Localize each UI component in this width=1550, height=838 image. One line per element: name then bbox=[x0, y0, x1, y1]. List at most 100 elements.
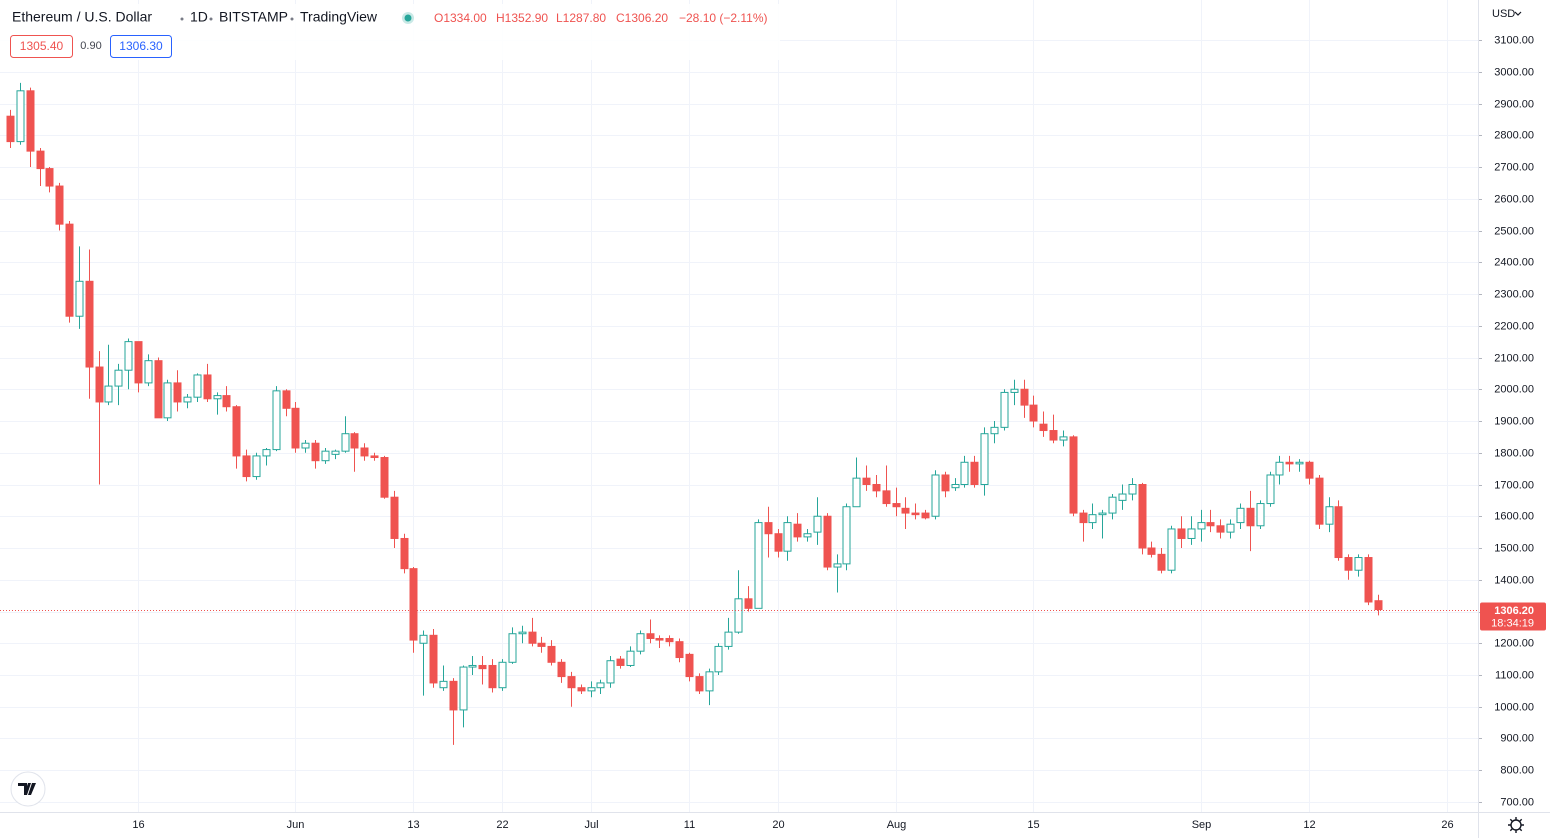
candle-body bbox=[901, 507, 910, 514]
candle-body bbox=[1098, 512, 1107, 516]
candle-body bbox=[1069, 436, 1078, 514]
buy-price: 1306.30 bbox=[119, 39, 163, 53]
candle-body bbox=[341, 433, 350, 452]
y-tick-label: 2300.00 bbox=[1494, 288, 1534, 300]
ohlc-high: H1352.90 bbox=[496, 11, 548, 25]
candle-body bbox=[1305, 461, 1314, 479]
candle-body bbox=[941, 474, 950, 492]
x-tick-label: 15 bbox=[1027, 819, 1039, 831]
y-tick-label: 2100.00 bbox=[1494, 352, 1534, 364]
sell-price: 1305.40 bbox=[20, 39, 64, 53]
candle-body bbox=[1039, 423, 1048, 432]
y-tick-label: 700.00 bbox=[1500, 796, 1534, 808]
candle-body bbox=[783, 522, 792, 552]
candle-body bbox=[390, 496, 399, 539]
candle-body bbox=[331, 450, 340, 455]
y-tick-label: 1100.00 bbox=[1495, 669, 1534, 681]
settings-teeth bbox=[1508, 817, 1524, 833]
candle-body bbox=[36, 150, 45, 170]
y-tick-label: 1000.00 bbox=[1494, 701, 1534, 713]
candle-body bbox=[429, 634, 438, 684]
candle-body bbox=[587, 687, 596, 692]
candle-body bbox=[1256, 503, 1265, 527]
candle-body bbox=[104, 385, 113, 403]
y-tick-label: 1900.00 bbox=[1494, 415, 1534, 427]
candle-body bbox=[734, 598, 743, 633]
sell-button[interactable] bbox=[10, 35, 73, 58]
candle-body bbox=[665, 637, 674, 643]
candle-body bbox=[547, 645, 556, 663]
candle-body bbox=[1216, 525, 1225, 533]
x-tick-label: 13 bbox=[407, 819, 419, 831]
candle-body bbox=[577, 687, 586, 692]
y-tick-label: 2500.00 bbox=[1494, 225, 1534, 237]
settings-icon[interactable] bbox=[1508, 817, 1524, 833]
candle-body bbox=[321, 450, 330, 462]
currency[interactable]: USD bbox=[1492, 8, 1515, 20]
logo bbox=[18, 783, 36, 795]
candle-body bbox=[380, 457, 389, 498]
candle-body bbox=[16, 90, 25, 143]
candle-body bbox=[95, 366, 104, 403]
ohlc-low: L1287.80 bbox=[556, 11, 606, 25]
candle-body bbox=[468, 664, 477, 668]
candle-body bbox=[1059, 436, 1068, 441]
x-tick-label: 16 bbox=[132, 819, 144, 831]
candle-body bbox=[724, 631, 733, 647]
y-tick-label: 2900.00 bbox=[1494, 98, 1534, 110]
candle-body bbox=[488, 664, 497, 689]
candle-body bbox=[26, 90, 35, 152]
candle-body bbox=[626, 650, 635, 666]
currency-chevron bbox=[1514, 11, 1522, 16]
y-tick-label: 1700.00 bbox=[1494, 479, 1534, 491]
interval[interactable]: 1D bbox=[190, 9, 208, 25]
candle-body bbox=[596, 682, 605, 689]
candle-body bbox=[400, 537, 409, 570]
candle-body bbox=[75, 280, 84, 317]
candle-body bbox=[1364, 557, 1373, 603]
candle-body bbox=[1128, 484, 1137, 495]
candle-body bbox=[173, 382, 182, 403]
candle-body bbox=[655, 637, 664, 641]
candle-body bbox=[360, 447, 369, 457]
y-tick-label: 2400.00 bbox=[1494, 256, 1534, 268]
separator bbox=[209, 17, 213, 21]
candle-body bbox=[1344, 557, 1353, 571]
candle-body bbox=[163, 382, 172, 419]
x-tick-label: 20 bbox=[772, 819, 784, 831]
candle-body bbox=[45, 168, 54, 187]
candle-body bbox=[213, 395, 222, 400]
candle-body bbox=[301, 442, 310, 449]
symbol[interactable]: Ethereum / U.S. Dollar bbox=[12, 9, 152, 25]
candle-body bbox=[1187, 528, 1196, 539]
market-status[interactable] bbox=[404, 14, 412, 22]
candle-body bbox=[960, 461, 969, 486]
last-price-label: 1306.20 bbox=[1494, 605, 1534, 617]
candle-body bbox=[252, 455, 261, 478]
spread: 0.90 bbox=[80, 40, 101, 52]
source: TradingView bbox=[300, 9, 378, 25]
x-tick-label: 22 bbox=[496, 819, 508, 831]
candle-body bbox=[439, 680, 448, 689]
candle-body bbox=[990, 426, 999, 435]
y-tick-label: 2800.00 bbox=[1494, 129, 1534, 141]
candle-body bbox=[291, 407, 300, 449]
candle-body bbox=[616, 658, 625, 666]
candle-body bbox=[813, 515, 822, 533]
candle-body bbox=[675, 641, 684, 659]
candle-body bbox=[911, 512, 920, 516]
candle-body bbox=[528, 631, 537, 644]
candle-body bbox=[842, 506, 851, 565]
buy-button[interactable] bbox=[110, 35, 172, 58]
candle-body bbox=[764, 522, 773, 535]
candle-body bbox=[1118, 493, 1127, 501]
candle-body bbox=[1020, 388, 1029, 406]
candle-body bbox=[272, 390, 281, 451]
candles bbox=[6, 82, 1383, 745]
candle-body bbox=[154, 360, 163, 419]
y-tick-label: 1600.00 bbox=[1494, 510, 1534, 522]
candle-body bbox=[459, 666, 468, 711]
candle-body bbox=[134, 341, 143, 384]
x-tick-label: Jun bbox=[287, 819, 305, 831]
candle-body bbox=[449, 680, 458, 711]
